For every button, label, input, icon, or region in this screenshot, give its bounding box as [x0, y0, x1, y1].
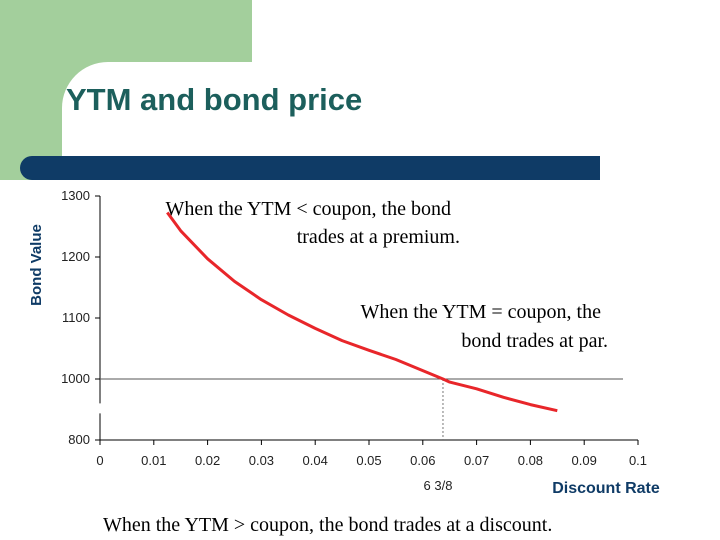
annotation-par-line-2: bond trades at par.: [461, 330, 608, 352]
annotation-par-line-1: When the YTM = coupon, the: [361, 301, 602, 323]
bond-price-curve: [166, 211, 558, 413]
annotation-discount: When the YTM > coupon, the bond trades a…: [103, 514, 552, 536]
x-tick-label: 0.05: [356, 453, 381, 468]
x-tick-label: 0.1: [629, 453, 647, 468]
par-line-group: [100, 378, 623, 440]
annotation-premium-line-1: When the YTM < coupon, the bond: [166, 198, 451, 220]
x-tick-label: 0.09: [572, 453, 597, 468]
annotation-par: When the YTM = coupon, the bond trades a…: [361, 301, 608, 352]
x-tick-label: 0.04: [303, 453, 328, 468]
x-tick-label: 0.06: [410, 453, 435, 468]
y-axis-label: Bond Value: [28, 224, 45, 306]
title-underline-bar: [20, 156, 600, 180]
y-tick-label: 1200: [61, 249, 90, 264]
annotation-premium-line-2: trades at a premium.: [297, 226, 460, 248]
y-axis: 1300 1200 1100 1000 800: [61, 188, 101, 447]
x-tick-label: 0.03: [249, 453, 274, 468]
x-axis-label: Discount Rate: [552, 480, 660, 497]
x-tick-label: 0: [96, 453, 103, 468]
y-tick-label: 1300: [61, 188, 90, 203]
y-tick-label: 800: [68, 432, 90, 447]
slide-card: [62, 62, 720, 540]
annotation-premium: When the YTM < coupon, the bond trades a…: [166, 198, 460, 248]
series-group: [166, 211, 558, 413]
x-tick-label: 0.01: [141, 453, 166, 468]
coupon-rate-label: 6 3/8: [424, 478, 453, 493]
slide-title: YTM and bond price: [66, 82, 363, 117]
x-tick-label: 0.02: [195, 453, 220, 468]
y-tick-label: 1100: [62, 310, 90, 325]
y-tick-label: 1000: [61, 371, 90, 386]
x-tick-label: 0.07: [464, 453, 489, 468]
x-axis: 0 0.01 0.02 0.03 0.04 0.05 0.06 0.07 0.08 0.09 0.1: [96, 439, 647, 468]
x-tick-label: 0.08: [518, 453, 543, 468]
